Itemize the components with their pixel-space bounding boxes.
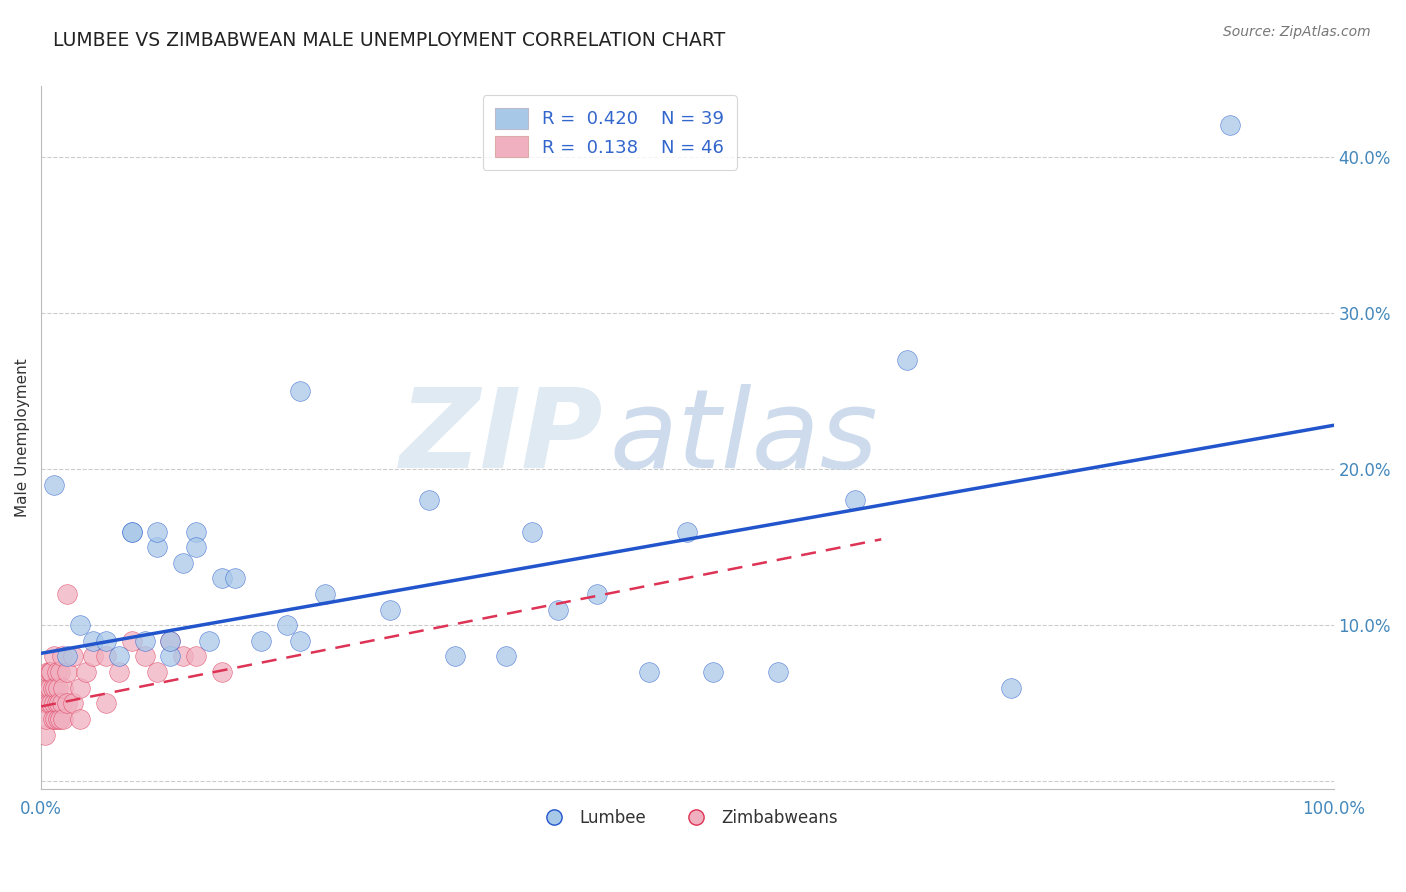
Point	[676, 524, 699, 539]
Point	[94, 633, 117, 648]
Point	[186, 524, 208, 539]
Point	[37, 681, 59, 695]
Point	[288, 384, 311, 398]
Point	[41, 696, 63, 710]
Point	[62, 649, 84, 664]
Point	[844, 493, 866, 508]
Point	[443, 649, 465, 664]
Point	[134, 649, 156, 664]
Point	[107, 665, 129, 679]
Point	[94, 649, 117, 664]
Point	[121, 524, 143, 539]
Point	[418, 493, 440, 508]
Point	[52, 712, 75, 726]
Point	[159, 633, 181, 648]
Point	[69, 712, 91, 726]
Point	[378, 602, 401, 616]
Point	[159, 649, 181, 664]
Point	[45, 696, 67, 710]
Point	[42, 477, 65, 491]
Point	[45, 665, 67, 679]
Point	[44, 712, 66, 726]
Point	[62, 696, 84, 710]
Point	[186, 540, 208, 554]
Point	[547, 602, 569, 616]
Point	[48, 696, 70, 710]
Point	[51, 696, 73, 710]
Point	[146, 665, 169, 679]
Point	[35, 712, 58, 726]
Point	[1000, 681, 1022, 695]
Point	[288, 633, 311, 648]
Point	[314, 587, 336, 601]
Point	[224, 571, 246, 585]
Point	[134, 633, 156, 648]
Point	[42, 649, 65, 664]
Text: LUMBEE VS ZIMBABWEAN MALE UNEMPLOYMENT CORRELATION CHART: LUMBEE VS ZIMBABWEAN MALE UNEMPLOYMENT C…	[53, 31, 725, 50]
Point	[702, 665, 724, 679]
Point	[159, 633, 181, 648]
Legend: Lumbee, Zimbabweans: Lumbee, Zimbabweans	[530, 802, 844, 834]
Point	[522, 524, 544, 539]
Point	[172, 556, 194, 570]
Text: ZIP: ZIP	[399, 384, 603, 491]
Text: atlas: atlas	[610, 384, 879, 491]
Point	[1219, 119, 1241, 133]
Point	[41, 665, 63, 679]
Point	[896, 352, 918, 367]
Point	[42, 681, 65, 695]
Point	[49, 665, 72, 679]
Point	[39, 681, 62, 695]
Point	[121, 633, 143, 648]
Point	[46, 681, 69, 695]
Point	[250, 633, 273, 648]
Point	[198, 633, 221, 648]
Point	[39, 665, 62, 679]
Point	[69, 681, 91, 695]
Text: Source: ZipAtlas.com: Source: ZipAtlas.com	[1223, 25, 1371, 39]
Point	[38, 696, 60, 710]
Point	[637, 665, 659, 679]
Point	[211, 571, 233, 585]
Point	[107, 649, 129, 664]
Point	[495, 649, 517, 664]
Point	[56, 587, 79, 601]
Y-axis label: Male Unemployment: Male Unemployment	[15, 359, 30, 517]
Point	[146, 540, 169, 554]
Point	[69, 618, 91, 632]
Point	[121, 524, 143, 539]
Point	[276, 618, 298, 632]
Point	[56, 649, 79, 664]
Point	[82, 633, 104, 648]
Point	[51, 649, 73, 664]
Point	[766, 665, 789, 679]
Point	[172, 649, 194, 664]
Point	[56, 665, 79, 679]
Point	[42, 696, 65, 710]
Point	[56, 696, 79, 710]
Point	[34, 696, 56, 710]
Point	[44, 681, 66, 695]
Point	[42, 712, 65, 726]
Point	[49, 712, 72, 726]
Point	[46, 712, 69, 726]
Point	[34, 727, 56, 741]
Point	[52, 681, 75, 695]
Point	[586, 587, 609, 601]
Point	[146, 524, 169, 539]
Point	[82, 649, 104, 664]
Point	[186, 649, 208, 664]
Point	[211, 665, 233, 679]
Point	[75, 665, 97, 679]
Point	[94, 696, 117, 710]
Point	[37, 665, 59, 679]
